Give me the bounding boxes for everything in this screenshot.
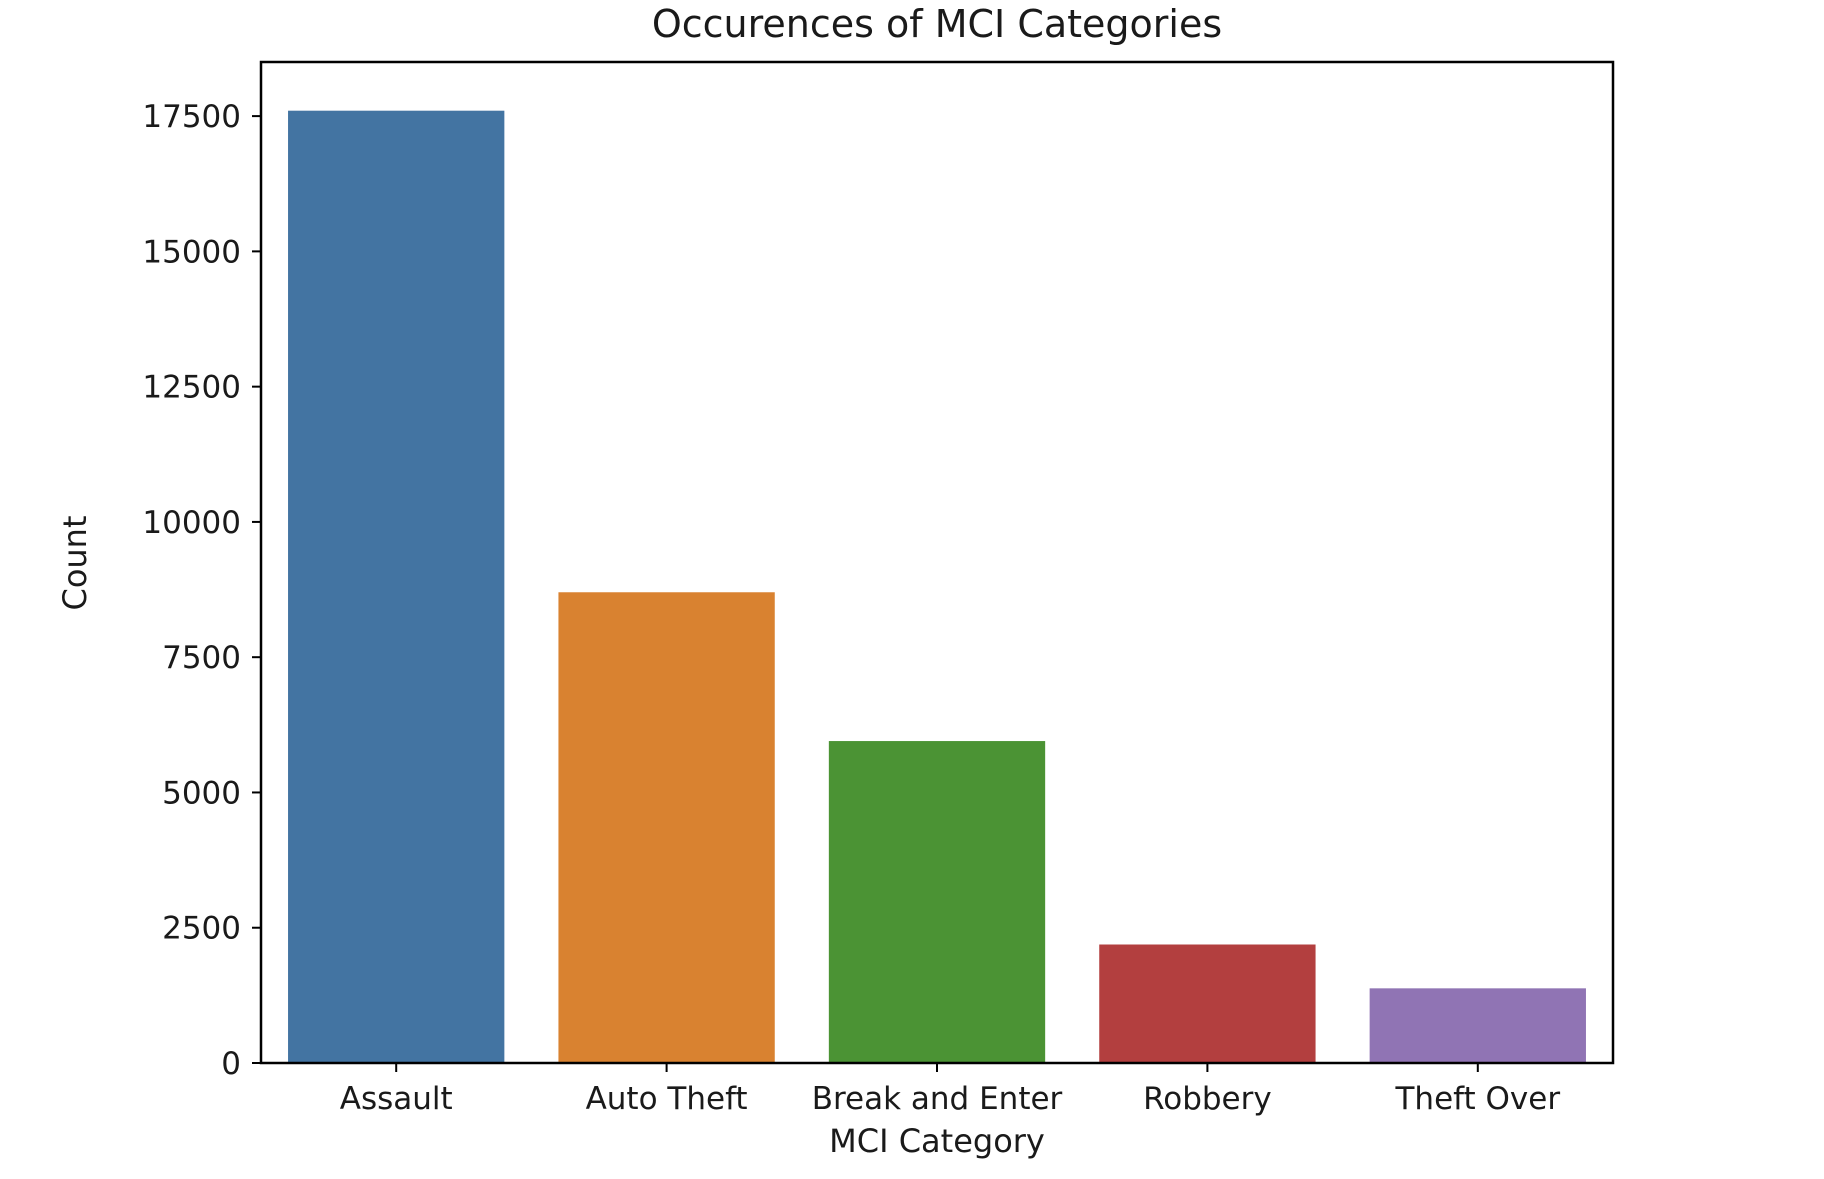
bars-layer	[288, 110, 1586, 1064]
x-tick-label: Assault	[340, 1081, 453, 1117]
bar-theft-over	[1369, 988, 1586, 1063]
x-tick-label: Theft Over	[1394, 1081, 1560, 1117]
bar-break-and-enter	[828, 741, 1046, 1063]
y-tick-label: 15000	[142, 234, 241, 270]
x-tick-label: Auto Theft	[586, 1081, 748, 1117]
bar-assault	[288, 110, 505, 1064]
x-axis: Assault Auto Theft Break and Enter Robbery T…	[340, 1063, 1560, 1117]
y-tick-label: 10000	[142, 505, 241, 541]
y-tick-label: 17500	[142, 99, 241, 135]
y-axis: 0 2500 5000 7500 10000 12500 15000 17500	[142, 99, 261, 1082]
y-axis-label: Count	[56, 515, 94, 610]
y-tick-label: 12500	[142, 370, 241, 406]
x-tick-label: Robbery	[1143, 1081, 1272, 1117]
plot-frame	[259, 60, 1615, 1065]
y-tick-label: 0	[221, 1046, 241, 1082]
y-tick-label: 7500	[162, 640, 241, 676]
x-tick-label: Break and Enter	[812, 1081, 1063, 1117]
chart-title: Occurences of MCI Categories	[652, 2, 1222, 46]
y-tick-label: 5000	[162, 775, 241, 811]
bar-robbery	[1099, 944, 1316, 1063]
x-axis-label: MCI Category	[829, 1122, 1045, 1160]
y-tick-label: 2500	[162, 911, 241, 947]
bar-auto-theft	[558, 592, 775, 1063]
